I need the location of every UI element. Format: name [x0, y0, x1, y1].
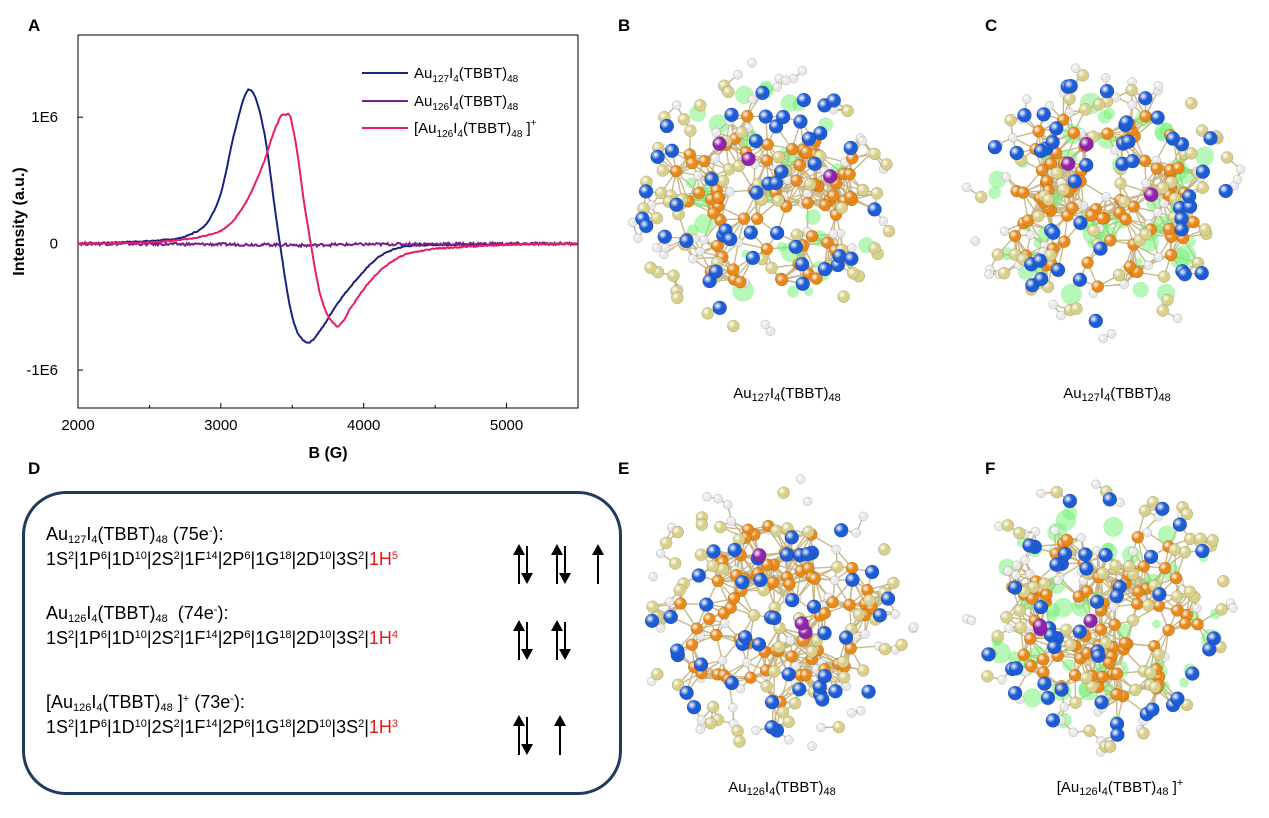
spin-arrows-3: [513, 715, 566, 755]
config-line-3: 1S2|1P6|1D10|2S2|1F14|2P6|1G18|2D10|3S2|…: [46, 717, 399, 737]
panel-label-f: F: [985, 459, 996, 478]
structure-image-b: [627, 58, 896, 337]
spin-pair-icon: [551, 620, 571, 660]
panel-label-b: B: [618, 16, 631, 35]
config-line-1: 1S2|1P6|1D10|2S2|1F14|2P6|1G18|2D10|3S2|…: [46, 549, 399, 569]
legend-label: [Au126I4(TBBT)48 ]+: [414, 118, 537, 140]
structure-image-e: [644, 474, 919, 751]
y-axis-label: Intensity (a.u.): [11, 167, 28, 275]
series-line: [77, 112, 578, 328]
y-tick-label: 0: [50, 236, 58, 253]
x-tick-label: 3000: [204, 417, 237, 434]
y-tick-label: 1E6: [31, 109, 58, 126]
config-line-2: 1S2|1P6|1D10|2S2|1F14|2P6|1G18|2D10|3S2|…: [46, 628, 399, 648]
atoms: [962, 479, 1238, 757]
spin-pair-icon: [551, 544, 571, 584]
atoms: [627, 58, 896, 337]
epr-spectrum-chart: 2000 3000 4000 5000 1E6 0 -1E6 B (G) Intensity (…: [11, 34, 579, 462]
panel-label-d: D: [28, 459, 41, 478]
legend-label: Au127I4(TBBT)48: [414, 65, 519, 85]
caption-c: Au127I4(TBBT)48: [1063, 385, 1171, 404]
atoms: [644, 474, 919, 751]
panel-label-a: A: [28, 16, 41, 35]
config-title-1: Au127I4(TBBT)48 (75e-):: [46, 524, 224, 546]
x-axis-label: B (G): [308, 445, 347, 462]
atoms: [961, 63, 1246, 344]
x-tick-label: 5000: [490, 417, 523, 434]
plot-frame: [77, 34, 579, 409]
config-title-3: [Au126I4(TBBT)48 ]+ (73e-):: [46, 692, 245, 714]
panel-label-c: C: [985, 16, 998, 35]
spin-pair-icon: [513, 715, 533, 755]
x-tick-label: 4000: [347, 417, 380, 434]
caption-e: Au126I4(TBBT)48: [728, 779, 836, 798]
config-title-2: Au126I4(TBBT)48 (74e-):: [46, 603, 229, 625]
series-line: [77, 240, 579, 249]
structure-image-f: [962, 479, 1238, 757]
spin-arrows-2: [513, 620, 571, 660]
spin-pair-icon: [513, 544, 533, 584]
y-tick-label: -1E6: [26, 362, 58, 379]
spin-up-icon: [592, 544, 604, 584]
structure-image-c: [961, 63, 1246, 344]
caption-f: [Au126I4(TBBT)48 ]+: [1056, 777, 1184, 798]
spin-up-icon: [554, 715, 566, 755]
bond-network: [966, 67, 1242, 340]
legend-label: Au126I4(TBBT)48: [414, 93, 519, 113]
x-tick-label: 2000: [61, 417, 94, 434]
electron-configuration-box: [22, 491, 622, 795]
panel-label-e: E: [618, 459, 630, 478]
spin-pair-icon: [513, 620, 533, 660]
caption-b: Au127I4(TBBT)48: [733, 385, 841, 404]
spin-arrows-1: [513, 544, 604, 584]
